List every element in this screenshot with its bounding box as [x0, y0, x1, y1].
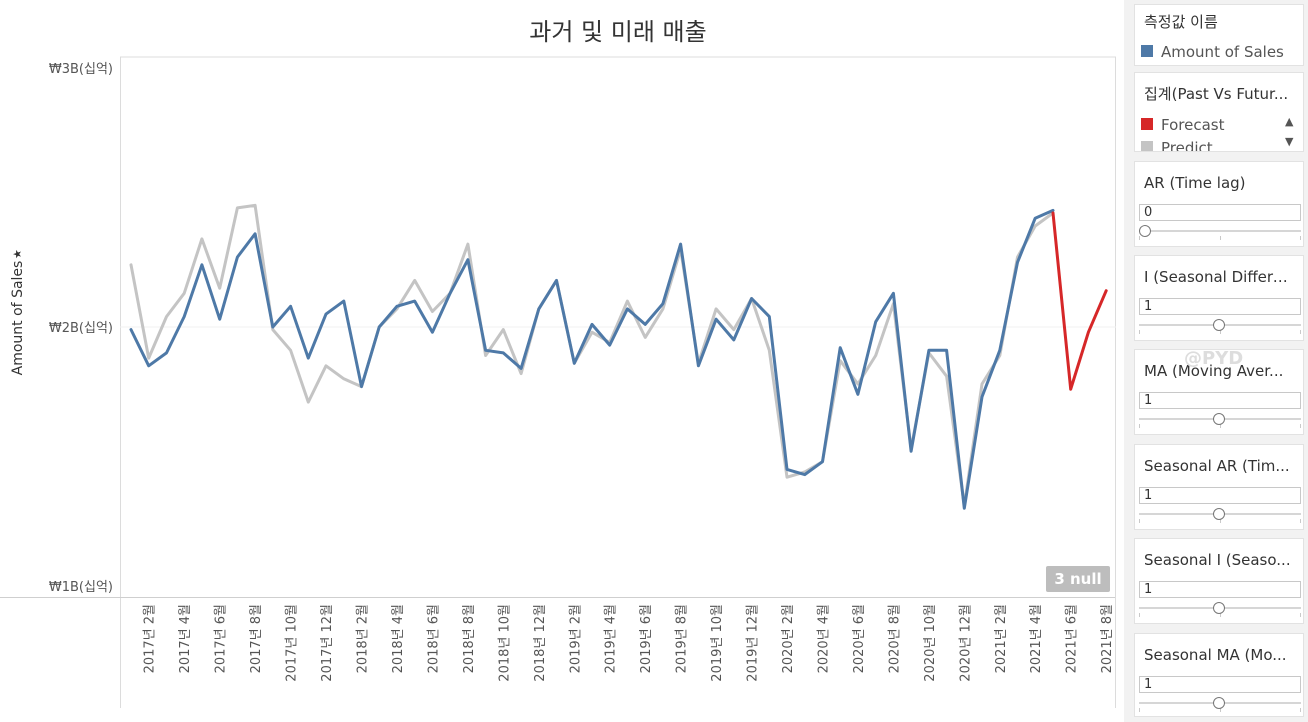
- parameter-value-input[interactable]: 1: [1139, 392, 1301, 409]
- chevron-up-icon[interactable]: ▲: [1285, 115, 1294, 128]
- y-tick-label: ₩3B(십억): [49, 62, 113, 77]
- slider-tick: [1139, 519, 1140, 523]
- legend-swatch-amount-of-sales: [1141, 45, 1153, 57]
- parameter-label: Seasonal AR (Tim...: [1144, 457, 1290, 475]
- right-panel: 측정값 이름 Amount of Sales 집계(Past Vs Futur.…: [1124, 0, 1308, 722]
- x-tick-label: 2019년 12월: [746, 604, 761, 682]
- null-indicator-badge[interactable]: 3 null: [1046, 566, 1110, 592]
- parameter-card: I (Seasonal Differe... 1: [1134, 255, 1304, 341]
- parameter-label: AR (Time lag): [1144, 174, 1246, 192]
- x-tick-label: 2018년 2월: [355, 604, 370, 673]
- legend-measure-title: 측정값 이름: [1144, 13, 1218, 31]
- parameter-card: AR (Time lag) 0: [1134, 161, 1304, 247]
- x-tick-label: 2017년 8월: [249, 604, 264, 673]
- slider-tick: [1219, 708, 1221, 712]
- x-tick-label: 2020년 6월: [852, 604, 867, 673]
- slider-tick: [1219, 330, 1221, 334]
- legend-measure-card: 측정값 이름 Amount of Sales: [1134, 4, 1304, 66]
- slider-tick: [1219, 424, 1221, 428]
- legend-aggregate-title: 집계(Past Vs Futur...: [1144, 85, 1289, 103]
- x-tick-label: 2018년 12월: [533, 604, 548, 682]
- x-tick-label: 2020년 2월: [781, 604, 796, 673]
- slider-tick: [1219, 613, 1221, 617]
- x-tick-label: 2017년 6월: [214, 604, 229, 673]
- x-tick-label: 2017년 12월: [320, 604, 335, 682]
- x-tick-label: 2018년 4월: [391, 604, 406, 673]
- series-line-predict: [129, 203, 1055, 508]
- x-tick-label: 2019년 2월: [568, 604, 583, 673]
- x-tick-label: 2017년 2월: [143, 604, 158, 673]
- y-axis-title: Amount of Sales: [10, 261, 26, 376]
- parameter-slider-track[interactable]: [1139, 230, 1301, 232]
- x-tick-label: 2021년 2월: [994, 604, 1009, 673]
- slider-tick: [1139, 708, 1140, 712]
- parameter-slider-thumb[interactable]: [1213, 413, 1225, 425]
- slider-tick: [1139, 236, 1140, 240]
- legend-aggregate-card: 집계(Past Vs Futur... Forecast Predict ▲ ▼: [1134, 72, 1304, 152]
- slider-tick: [1139, 424, 1140, 428]
- parameter-slider-thumb[interactable]: [1213, 319, 1225, 331]
- series-line-forecast: [1051, 211, 1108, 391]
- slider-tick: [1139, 613, 1140, 617]
- x-tick-label: 2018년 6월: [426, 604, 441, 673]
- slider-tick: [1300, 424, 1301, 428]
- x-tick-label: 2018년 8월: [462, 604, 477, 673]
- parameter-label: Seasonal I (Seaso...: [1144, 551, 1291, 569]
- parameter-card: Seasonal I (Seaso... 1: [1134, 538, 1304, 624]
- parameter-value-input[interactable]: 0: [1139, 204, 1301, 221]
- parameter-card: MA (Moving Aver... 1: [1134, 349, 1304, 435]
- watermark-text: @PYD: [1184, 348, 1244, 369]
- x-tick-label: 2017년 10월: [285, 604, 300, 682]
- slider-tick: [1300, 613, 1301, 617]
- legend-label-predict[interactable]: Predict: [1161, 139, 1213, 152]
- y-tick-label: ₩1B(십억): [49, 580, 113, 595]
- x-tick-label: 2020년 12월: [958, 604, 973, 682]
- x-tick-label: 2019년 6월: [639, 604, 654, 673]
- chart-area: ₩3B(십억) ₩2B(십억) ₩1B(십억) Amount of Sales ★ 201…: [0, 18, 1116, 708]
- parameter-value-input[interactable]: 1: [1139, 298, 1301, 315]
- slider-tick: [1219, 236, 1221, 240]
- parameter-value-input[interactable]: 1: [1139, 676, 1301, 693]
- x-tick-label: 2021년 4월: [1029, 604, 1044, 673]
- x-tick-label: 2019년 4월: [604, 604, 619, 673]
- pin-icon: ★: [11, 249, 24, 259]
- parameter-slider-thumb[interactable]: [1213, 508, 1225, 520]
- chart-title: 과거 및 미래 매출: [529, 18, 707, 46]
- parameter-value-input[interactable]: 1: [1139, 487, 1301, 504]
- x-tick-label: 2021년 6월: [1065, 604, 1080, 673]
- x-tick-label: 2020년 10월: [923, 604, 938, 682]
- x-tick-label: 2021년 8월: [1100, 604, 1115, 673]
- slider-tick: [1300, 708, 1301, 712]
- legend-swatch-predict: [1141, 141, 1153, 151]
- parameter-label: Seasonal MA (Mo...: [1144, 646, 1287, 664]
- x-tick-label: 2020년 4월: [816, 604, 831, 673]
- parameter-label: I (Seasonal Differe...: [1144, 268, 1296, 286]
- series-line-amount-of-sales: [129, 208, 1055, 510]
- parameter-slider-thumb[interactable]: [1139, 225, 1151, 237]
- x-tick-label: 2019년 8월: [675, 604, 690, 673]
- slider-tick: [1300, 236, 1301, 240]
- legend-swatch-forecast: [1141, 118, 1153, 130]
- parameter-slider-thumb[interactable]: [1213, 602, 1225, 614]
- slider-tick: [1219, 519, 1221, 523]
- chevron-down-icon[interactable]: ▼: [1285, 135, 1294, 148]
- parameter-card: Seasonal MA (Mo... 1: [1134, 633, 1304, 717]
- x-tick-label: 2018년 10월: [497, 604, 512, 682]
- x-tick-label: 2017년 4월: [178, 604, 193, 673]
- parameter-value-input[interactable]: 1: [1139, 581, 1301, 598]
- legend-label-forecast[interactable]: Forecast: [1161, 116, 1225, 134]
- parameter-card: Seasonal AR (Tim... 1: [1134, 444, 1304, 530]
- x-tick-label: 2020년 8월: [887, 604, 902, 673]
- legend-label-amount-of-sales[interactable]: Amount of Sales: [1161, 43, 1284, 61]
- chart-svg: ₩3B(십억) ₩2B(십억) ₩1B(십억) Amount of Sales ★ 201…: [0, 56, 1116, 708]
- x-tick-label: 2019년 10월: [710, 604, 725, 682]
- slider-tick: [1139, 330, 1140, 334]
- y-tick-label: ₩2B(십억): [49, 321, 113, 336]
- slider-tick: [1300, 519, 1301, 523]
- slider-tick: [1300, 330, 1301, 334]
- parameter-slider-thumb[interactable]: [1213, 697, 1225, 709]
